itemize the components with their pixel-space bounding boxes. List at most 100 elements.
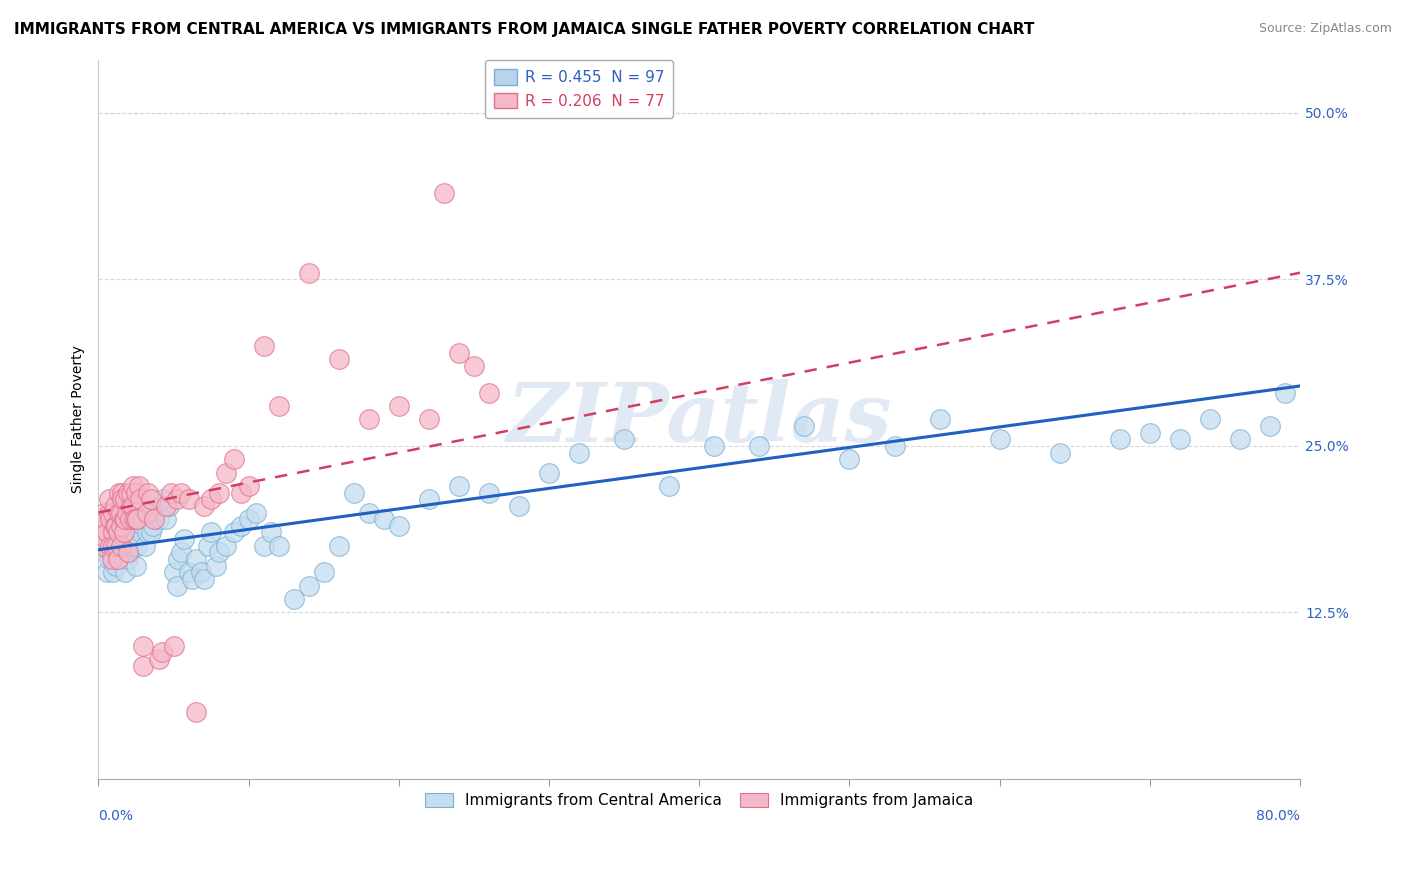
Point [170, 545, 193, 559]
Point [1274, 385, 1296, 400]
Point [132, 518, 155, 533]
Point [136, 485, 159, 500]
Point [1049, 445, 1071, 459]
Point [125, 532, 148, 546]
Point [101, 525, 124, 540]
Point [103, 539, 125, 553]
Point [231, 485, 253, 500]
Point [97, 552, 120, 566]
Point [111, 485, 134, 500]
Point [177, 566, 200, 580]
Point [204, 558, 226, 573]
Point [328, 352, 350, 367]
Point [128, 479, 150, 493]
Point [173, 532, 195, 546]
Point [105, 545, 128, 559]
Point [245, 506, 267, 520]
Point [253, 339, 276, 353]
Point [343, 485, 366, 500]
Point [100, 532, 122, 546]
Point [433, 186, 456, 200]
Point [703, 439, 725, 453]
Point [115, 506, 138, 520]
Point [155, 512, 177, 526]
Point [447, 479, 470, 493]
Point [312, 566, 335, 580]
Point [447, 345, 470, 359]
Text: 0.0%: 0.0% [98, 809, 134, 823]
Point [157, 499, 180, 513]
Point [238, 512, 260, 526]
Point [748, 439, 770, 453]
Point [124, 512, 146, 526]
Point [200, 525, 222, 540]
Point [122, 539, 145, 553]
Point [117, 485, 139, 500]
Point [283, 592, 305, 607]
Point [298, 266, 321, 280]
Point [190, 566, 212, 580]
Point [145, 506, 167, 520]
Point [143, 512, 166, 526]
Point [97, 506, 120, 520]
Legend: Immigrants from Central America, Immigrants from Jamaica: Immigrants from Central America, Immigra… [419, 787, 980, 814]
Point [128, 512, 150, 526]
Point [114, 566, 136, 580]
Point [97, 492, 120, 507]
Point [166, 579, 188, 593]
Point [108, 552, 131, 566]
Point [134, 539, 156, 553]
Point [104, 518, 127, 533]
Point [94, 539, 117, 553]
Point [1258, 418, 1281, 433]
Point [148, 512, 170, 526]
Point [253, 539, 276, 553]
Point [107, 552, 129, 566]
Point [418, 412, 440, 426]
Point [136, 512, 159, 526]
Point [139, 525, 162, 540]
Point [103, 566, 125, 580]
Point [122, 479, 145, 493]
Text: ZIPatlas: ZIPatlas [506, 379, 891, 459]
Point [129, 525, 152, 540]
Point [111, 492, 134, 507]
Point [988, 432, 1011, 446]
Point [112, 525, 135, 540]
Point [200, 492, 222, 507]
Point [838, 452, 860, 467]
Point [117, 552, 139, 566]
Point [150, 645, 173, 659]
Point [110, 539, 132, 553]
Point [100, 539, 122, 553]
Point [111, 539, 134, 553]
Text: IMMIGRANTS FROM CENTRAL AMERICA VS IMMIGRANTS FROM JAMAICA SINGLE FATHER POVERTY: IMMIGRANTS FROM CENTRAL AMERICA VS IMMIG… [14, 22, 1035, 37]
Point [197, 539, 219, 553]
Point [107, 525, 129, 540]
Point [110, 518, 132, 533]
Point [121, 485, 143, 500]
Point [127, 512, 149, 526]
Point [207, 485, 229, 500]
Point [508, 499, 530, 513]
Point [107, 539, 129, 553]
Point [1139, 425, 1161, 440]
Point [328, 539, 350, 553]
Point [177, 492, 200, 507]
Text: 80.0%: 80.0% [1256, 809, 1301, 823]
Point [478, 485, 501, 500]
Point [110, 545, 132, 559]
Point [373, 512, 395, 526]
Point [613, 432, 636, 446]
Point [658, 479, 681, 493]
Point [94, 532, 117, 546]
Point [93, 506, 115, 520]
Point [117, 545, 139, 559]
Point [114, 512, 136, 526]
Point [139, 492, 162, 507]
Point [122, 499, 145, 513]
Point [135, 525, 157, 540]
Point [215, 466, 238, 480]
Point [180, 572, 202, 586]
Point [155, 499, 177, 513]
